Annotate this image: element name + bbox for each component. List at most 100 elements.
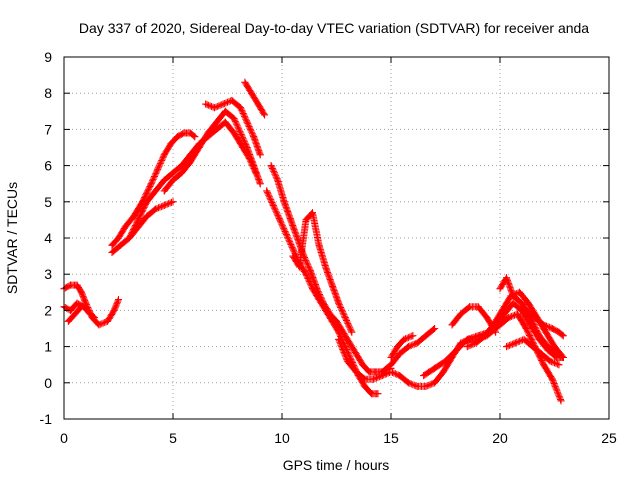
data-point xyxy=(540,321,548,329)
data-point xyxy=(546,357,554,365)
y-tick-label: 0 xyxy=(44,375,52,391)
data-point xyxy=(267,162,275,170)
data-point xyxy=(396,350,404,358)
y-tick-label: 5 xyxy=(44,194,52,210)
data-point xyxy=(167,140,175,148)
data-point xyxy=(213,118,221,126)
data-point xyxy=(160,176,168,184)
data-point xyxy=(483,314,491,322)
data-point xyxy=(241,78,249,86)
x-axis: 0 5 10 15 20 25 xyxy=(60,57,617,446)
data-point xyxy=(529,343,537,351)
data-point xyxy=(287,216,295,224)
x-tick-label: 25 xyxy=(601,430,617,446)
data-point xyxy=(195,144,203,151)
data-point xyxy=(322,263,330,271)
series-arc-19 xyxy=(496,274,567,361)
y-tick-label: 9 xyxy=(44,49,52,65)
data-point xyxy=(442,357,449,365)
data-point xyxy=(553,350,561,358)
data-point xyxy=(544,343,552,351)
data-point xyxy=(67,281,75,289)
data-point xyxy=(293,234,301,242)
data-point xyxy=(143,198,151,206)
data-point xyxy=(365,368,373,376)
data-point xyxy=(394,343,402,351)
data-point xyxy=(250,133,258,141)
data-point xyxy=(522,306,530,314)
y-tick-label: 6 xyxy=(44,158,52,174)
data-point xyxy=(230,129,238,137)
data-point xyxy=(531,314,539,322)
data-point xyxy=(431,379,439,387)
data-point xyxy=(463,343,471,351)
data-point xyxy=(335,328,343,336)
data-point xyxy=(280,198,288,206)
data-point xyxy=(452,346,460,354)
data-point xyxy=(559,353,567,361)
data-point xyxy=(361,382,369,390)
data-point xyxy=(548,375,556,383)
data-point xyxy=(173,133,181,141)
data-point xyxy=(180,129,188,137)
data-point xyxy=(104,317,112,325)
data-point xyxy=(516,288,524,296)
data-point xyxy=(261,111,269,119)
data-point xyxy=(302,270,310,278)
data-point xyxy=(557,397,565,405)
y-tick-label: 1 xyxy=(44,339,52,355)
data-point xyxy=(496,321,504,329)
data-point xyxy=(367,390,375,398)
data-point xyxy=(404,379,412,387)
data-point xyxy=(186,158,194,166)
data-point xyxy=(439,368,447,376)
data-point xyxy=(348,328,356,336)
data-point xyxy=(503,343,511,351)
series-arc-7 xyxy=(160,107,264,195)
data-point xyxy=(274,176,282,184)
data-point xyxy=(202,100,210,108)
data-point xyxy=(269,201,277,209)
x-tick-label: 0 xyxy=(60,430,68,446)
data-point xyxy=(243,118,251,126)
data-point xyxy=(509,292,517,300)
data-point xyxy=(396,372,404,380)
data-point xyxy=(372,368,380,376)
data-point xyxy=(422,332,430,340)
data-point xyxy=(152,187,160,195)
data-point xyxy=(374,390,382,398)
data-point xyxy=(169,169,177,177)
data-point xyxy=(518,299,526,307)
y-axis-label: SDTVAR / TECUs xyxy=(4,182,20,294)
data-point xyxy=(160,151,168,159)
data-series xyxy=(60,78,567,405)
data-point xyxy=(352,350,360,358)
data-point xyxy=(431,364,439,372)
data-point xyxy=(420,372,428,380)
data-point xyxy=(108,248,116,256)
data-point xyxy=(160,187,168,195)
data-point xyxy=(400,335,408,343)
data-point xyxy=(335,335,343,343)
data-point xyxy=(498,306,506,314)
y-tick-label: 4 xyxy=(44,230,52,246)
data-point xyxy=(210,104,218,112)
data-point xyxy=(250,162,258,170)
series-arc-1 xyxy=(60,281,122,329)
data-point xyxy=(346,339,354,347)
data-point xyxy=(555,328,563,336)
y-tick-label: 7 xyxy=(44,121,52,137)
y-tick-label: 8 xyxy=(44,85,52,101)
data-point xyxy=(370,375,378,383)
data-point xyxy=(204,129,212,137)
data-point xyxy=(71,310,79,318)
data-point xyxy=(378,368,386,376)
data-point xyxy=(555,361,563,369)
data-point xyxy=(125,234,133,242)
data-point xyxy=(289,245,297,253)
data-point xyxy=(108,241,116,249)
data-point xyxy=(481,332,489,340)
data-point xyxy=(219,100,227,108)
grid-lines xyxy=(64,57,609,419)
data-point xyxy=(335,299,343,307)
